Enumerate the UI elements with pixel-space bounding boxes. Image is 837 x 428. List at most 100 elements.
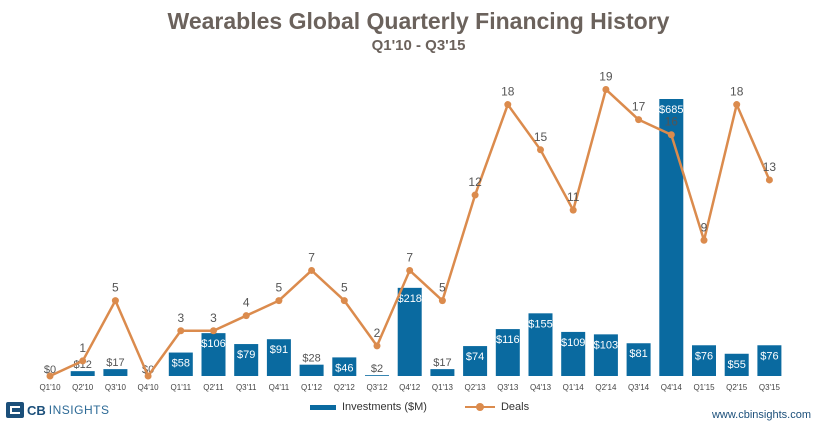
bar-Q2'13 xyxy=(463,346,488,376)
deal-point-Q1'14 xyxy=(569,206,577,214)
deal-value-label: 18 xyxy=(501,85,515,99)
bar-value-label: $685 xyxy=(659,104,683,116)
x-tick-label: Q4'10 xyxy=(138,383,160,392)
deal-point-Q2'13 xyxy=(471,191,479,199)
deal-value-label: 1 xyxy=(79,341,86,355)
legend-investments: Investments ($M) xyxy=(310,401,427,413)
chart-subtitle: Q1'10 - Q3'15 xyxy=(371,37,466,54)
bar-Q1'12 xyxy=(299,364,324,376)
x-tick-label: Q4'14 xyxy=(661,383,683,392)
bar-value-label: $218 xyxy=(397,293,421,305)
legend-deals-label: Deals xyxy=(500,401,530,413)
bar-Q3'14 xyxy=(626,343,651,376)
bar-Q1'11 xyxy=(168,352,193,376)
legend-line-swatch xyxy=(464,403,495,411)
legend-investments-label: Investments ($M) xyxy=(342,401,427,413)
x-tick-label: Q1'13 xyxy=(432,383,454,392)
x-tick-label: Q2'11 xyxy=(203,383,224,392)
deal-point-Q4'10 xyxy=(144,372,152,380)
bar-value-label: $28 xyxy=(302,353,320,365)
bar-value-label: $91 xyxy=(270,344,288,356)
logo-insights-text: INSIGHTS xyxy=(48,403,110,417)
bar-value-label: $2 xyxy=(371,363,383,375)
x-tick-label: Q3'10 xyxy=(105,383,127,392)
bar-Q3'13 xyxy=(495,329,520,376)
bar-value-label: $76 xyxy=(760,350,778,362)
bar-label-group: $0 $12 $17$0$58$106$79 $91$28$46 $2$218$17$7… xyxy=(44,104,779,376)
bar-value-label: $79 xyxy=(237,349,255,361)
x-tick-label: Q2'13 xyxy=(465,383,487,392)
bar-value-label: $58 xyxy=(172,358,190,370)
deal-point-Q4'13 xyxy=(537,146,544,154)
deal-point-Q2'14 xyxy=(602,85,610,93)
bar-Q4'11 xyxy=(266,339,291,376)
deal-point-Q3'11 xyxy=(242,312,250,320)
x-tick-label: Q3'11 xyxy=(236,383,257,392)
bar-value-label: $46 xyxy=(335,362,353,374)
deal-value-label: 5 xyxy=(276,281,283,295)
deal-point-Q3'10 xyxy=(111,297,119,305)
x-tick-label: Q4'11 xyxy=(269,383,290,392)
deal-point-Q1'13 xyxy=(438,297,446,305)
x-tick-label: Q1'10 xyxy=(39,383,61,392)
x-tick-label: Q4'13 xyxy=(530,383,552,392)
cb-insights-logo: CB INSIGHTS xyxy=(6,402,109,418)
legend-deals: Deals xyxy=(464,401,530,413)
bar-Q3'12 xyxy=(365,375,389,376)
x-tick-labels: Q1'10 Q2'10 Q3'10 Q4'10 Q1'11 Q2'11 Q3'11 Q4'11… xyxy=(39,383,780,392)
legend-bar-swatch xyxy=(310,404,336,410)
chart-title: Wearables Global Quarterly Financing His… xyxy=(167,8,670,34)
bar-value-label: $106 xyxy=(201,338,225,350)
bar-Q3'11 xyxy=(234,344,259,376)
bar-Q3'10 xyxy=(103,369,128,376)
bar-Q3'15 xyxy=(757,345,782,376)
deal-point-Q1'10 xyxy=(46,372,54,380)
x-tick-label: Q3'14 xyxy=(628,383,650,392)
bar-value-label: $81 xyxy=(629,348,647,360)
x-tick-label: Q1'12 xyxy=(301,383,323,392)
deal-value-label: 9 xyxy=(701,220,708,234)
bar-Q2'10 xyxy=(70,371,95,376)
deal-value-label: 7 xyxy=(308,250,315,264)
deal-value-label: 3 xyxy=(177,311,184,325)
bar-Q1'13 xyxy=(430,369,455,376)
bar-value-label: $74 xyxy=(466,351,484,363)
deal-value-label: 3 xyxy=(210,311,217,325)
deal-value-label: 5 xyxy=(112,281,119,295)
bar-Q2'11 xyxy=(201,333,226,376)
x-tick-label: Q2'10 xyxy=(72,383,94,392)
deal-value-label: 11 xyxy=(567,190,580,204)
deal-point-Q3'15 xyxy=(765,176,773,184)
deal-value-label: 18 xyxy=(730,85,744,99)
legend: Investments ($M) Deals xyxy=(310,401,559,413)
x-tick-label: Q1'11 xyxy=(171,383,192,392)
website-url: www.cbinsights.com xyxy=(711,409,811,421)
bar-Q4'13 xyxy=(528,313,553,376)
bar-value-label: $155 xyxy=(528,318,552,330)
deal-point-Q3'12 xyxy=(373,342,381,350)
deal-value-label: 5 xyxy=(439,281,446,295)
deal-value-label: 5 xyxy=(341,281,348,295)
bar-series xyxy=(70,99,782,376)
deal-value-label: 13 xyxy=(763,160,777,174)
x-tick-label: Q3'15 xyxy=(759,383,781,392)
deal-value-label: 4 xyxy=(243,296,250,310)
x-tick-label: Q2'12 xyxy=(334,383,356,392)
x-tick-label: Q1'14 xyxy=(563,383,585,392)
deal-value-label: 16 xyxy=(665,115,679,129)
deal-point-Q2'11 xyxy=(210,327,217,335)
deal-value-label: 17 xyxy=(632,100,646,114)
bar-Q4'14 xyxy=(659,99,684,376)
deal-point-Q1'15 xyxy=(700,236,708,244)
bar-value-label: $55 xyxy=(728,359,746,371)
deal-point-Q4'12 xyxy=(406,266,414,274)
deal-point-Q3'13 xyxy=(504,101,512,109)
deal-value-label: 19 xyxy=(599,69,613,83)
bar-value-label: $17 xyxy=(106,357,124,369)
deal-point-Q4'14 xyxy=(667,131,675,139)
deal-point-Q2'10 xyxy=(79,357,87,365)
x-tick-label: Q1'15 xyxy=(693,383,715,392)
deal-point-Q3'14 xyxy=(635,116,643,124)
bar-value-label: $103 xyxy=(594,339,618,351)
bar-Q2'14 xyxy=(593,334,618,376)
